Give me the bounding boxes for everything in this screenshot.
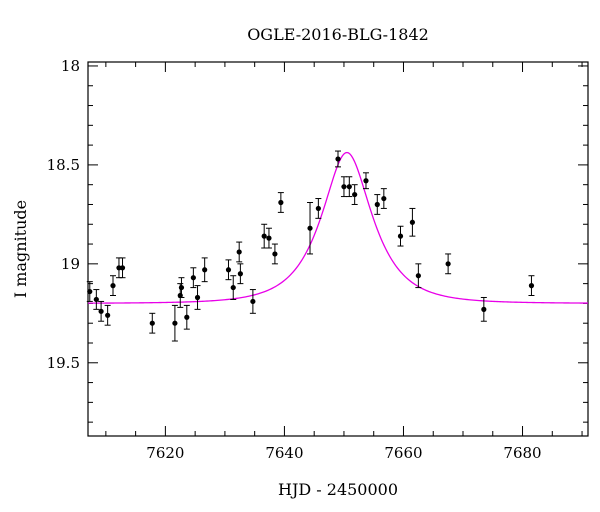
data-point-marker bbox=[250, 298, 256, 305]
data-point bbox=[110, 275, 116, 297]
data-point bbox=[183, 304, 190, 330]
data-point-marker bbox=[266, 235, 272, 241]
x-tick-label: 7660 bbox=[384, 444, 422, 462]
axis-ticks bbox=[88, 62, 588, 436]
data-point bbox=[480, 296, 487, 322]
data-point-marker bbox=[315, 205, 321, 212]
data-point-marker bbox=[184, 314, 190, 320]
data-point-marker bbox=[445, 261, 451, 267]
data-point-marker bbox=[236, 249, 242, 255]
data-point bbox=[315, 198, 322, 219]
data-point bbox=[351, 184, 358, 205]
data-point-marker bbox=[87, 288, 93, 295]
data-point bbox=[236, 241, 243, 263]
data-point-marker bbox=[261, 233, 267, 239]
data-point-marker bbox=[415, 273, 421, 279]
data-point-marker bbox=[409, 219, 416, 225]
model-curve bbox=[88, 151, 589, 304]
data-point bbox=[335, 150, 341, 168]
data-point-marker bbox=[237, 271, 243, 277]
data-point-marker bbox=[278, 199, 284, 206]
data-point-marker bbox=[119, 265, 126, 271]
y-tick-label: 18 bbox=[61, 57, 80, 75]
model-curve-layer bbox=[88, 151, 589, 304]
y-axis-label: I magnitude bbox=[11, 200, 30, 298]
data-point bbox=[346, 176, 353, 198]
axis-tick-labels: 7620 7640 7660 7680 18 18.5 19 19.5 bbox=[47, 57, 542, 462]
data-point bbox=[340, 176, 347, 198]
data-point-marker bbox=[272, 251, 278, 257]
data-point bbox=[194, 285, 201, 310]
data-point bbox=[149, 312, 156, 334]
data-point-marker bbox=[335, 156, 341, 162]
data-point-marker bbox=[105, 312, 111, 318]
data-point bbox=[265, 227, 272, 249]
data-point bbox=[93, 289, 100, 310]
data-point-marker bbox=[363, 178, 369, 184]
data-point-marker bbox=[110, 283, 116, 289]
data-point bbox=[171, 304, 178, 342]
data-point-marker bbox=[93, 296, 99, 303]
data-point-marker bbox=[341, 184, 347, 190]
y-tick-label: 19 bbox=[61, 255, 80, 273]
data-point-marker bbox=[149, 320, 155, 326]
data-point-marker bbox=[397, 233, 404, 239]
data-point bbox=[98, 300, 105, 322]
data-point-marker bbox=[194, 294, 201, 301]
plot-frame bbox=[87, 61, 589, 437]
x-axis-label: HJD - 2450000 bbox=[278, 480, 398, 499]
data-point bbox=[277, 192, 284, 213]
data-point bbox=[201, 257, 208, 283]
data-point bbox=[237, 263, 244, 285]
data-point-marker bbox=[202, 267, 208, 273]
data-point bbox=[190, 267, 197, 289]
x-tick-label: 7620 bbox=[146, 444, 184, 462]
data-point bbox=[307, 201, 314, 255]
data-point-marker bbox=[307, 225, 313, 231]
data-point bbox=[374, 194, 381, 215]
chart-title: OGLE-2016-BLG-1842 bbox=[247, 25, 429, 44]
data-point bbox=[119, 257, 126, 279]
data-point-marker bbox=[178, 284, 185, 291]
y-tick-label: 18.5 bbox=[47, 156, 80, 174]
data-point-marker bbox=[116, 265, 122, 271]
x-tick-label: 7640 bbox=[265, 444, 303, 462]
data-point-marker bbox=[225, 267, 232, 273]
data-point-marker bbox=[346, 184, 352, 190]
data-point-marker bbox=[98, 308, 104, 314]
data-points-layer bbox=[86, 150, 535, 342]
data-point bbox=[249, 289, 256, 314]
data-point bbox=[415, 263, 422, 289]
data-point bbox=[528, 275, 535, 297]
data-point bbox=[409, 207, 416, 237]
data-point bbox=[86, 281, 93, 302]
data-point bbox=[230, 275, 237, 300]
x-tick-label: 7680 bbox=[503, 444, 541, 462]
data-point bbox=[362, 172, 369, 190]
data-point-marker bbox=[528, 283, 535, 289]
data-point-marker bbox=[481, 306, 487, 312]
data-point bbox=[380, 188, 387, 209]
data-point-marker bbox=[352, 191, 358, 198]
data-point-marker bbox=[374, 201, 380, 208]
data-point bbox=[104, 304, 111, 326]
data-point bbox=[271, 243, 278, 265]
data-point bbox=[397, 225, 404, 247]
data-point bbox=[178, 277, 185, 298]
data-point-marker bbox=[172, 320, 178, 326]
data-point-marker bbox=[190, 275, 196, 281]
y-tick-label: 19.5 bbox=[47, 354, 80, 372]
data-point-marker bbox=[381, 195, 387, 202]
data-point bbox=[225, 259, 232, 281]
data-point-marker bbox=[230, 284, 236, 291]
data-point bbox=[445, 253, 452, 275]
